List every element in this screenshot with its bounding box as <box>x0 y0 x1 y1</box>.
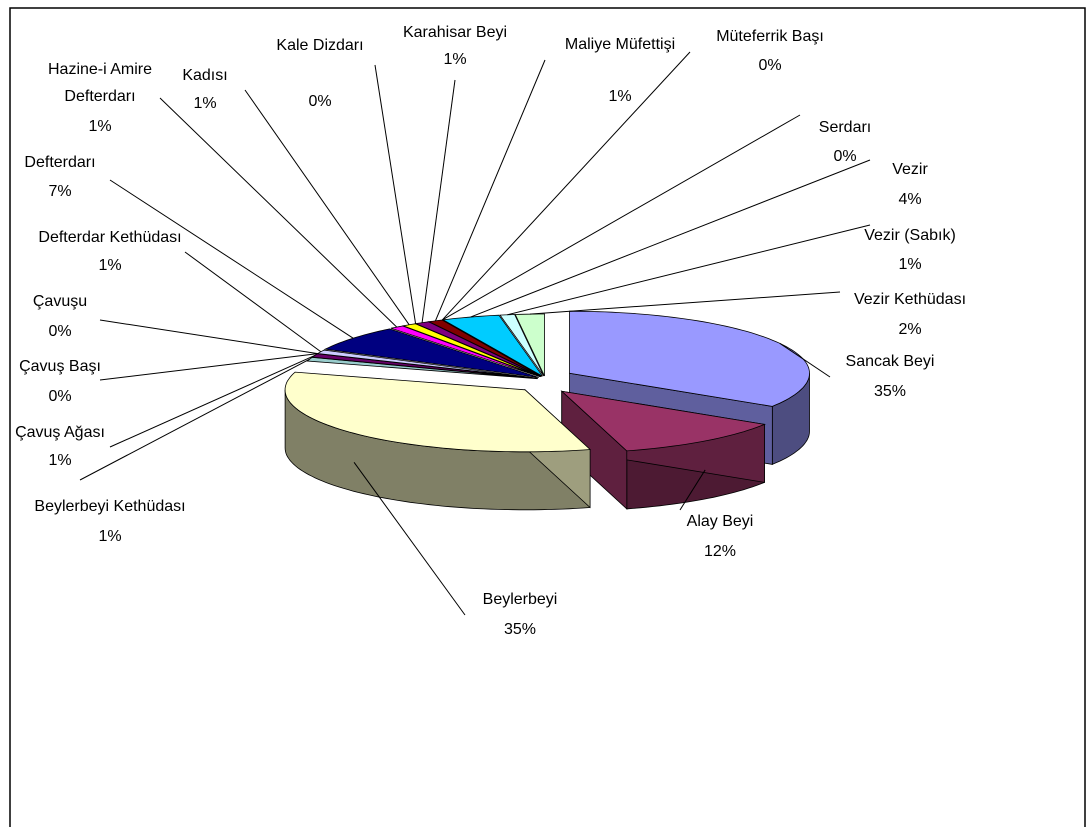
slice-label: Vezir Kethüdası <box>854 291 966 308</box>
slice-label: Hazine-i Amire Defterdarı <box>48 61 152 105</box>
slice-label: Beylerbeyi Kethüdası <box>34 498 185 515</box>
slice-label: Müteferrik Başı <box>716 28 824 45</box>
leader-line <box>109 179 354 339</box>
slice-value-label: 35% <box>504 621 536 638</box>
slice-label: Kale Dizdarı <box>276 37 363 54</box>
leader-line <box>507 224 871 316</box>
slice-value-label: 1% <box>98 528 121 545</box>
slice-value-label: 4% <box>898 191 921 208</box>
leader-line <box>184 251 322 353</box>
leader-line <box>99 353 318 381</box>
slice-value-label: 0% <box>758 57 781 74</box>
leader-line <box>109 354 316 448</box>
slice-value-label: 1% <box>898 256 921 273</box>
slice-value-label: 1% <box>88 118 111 135</box>
slice-label: Sancak Beyi <box>846 353 935 370</box>
leader-line <box>79 358 310 481</box>
slice-label: Çavuş Ağası <box>15 424 105 441</box>
leader-line <box>434 59 546 321</box>
slice-value-label: 0% <box>833 148 856 165</box>
slice-value-label: 1% <box>608 88 631 105</box>
slice-value-label: 35% <box>874 383 906 400</box>
leader-line <box>529 291 841 315</box>
slice <box>441 314 543 377</box>
slice-value-label: 0% <box>48 323 71 340</box>
slice <box>284 371 592 453</box>
slice-value-label: 1% <box>443 51 466 68</box>
leader-line <box>99 319 318 355</box>
slice-label: Çavuşu <box>33 293 87 310</box>
leader-line <box>421 79 456 323</box>
slice-label: Defterdarı <box>24 154 95 171</box>
slice-label: Çavuş Başı <box>19 358 101 375</box>
slice <box>499 314 545 377</box>
leader-line <box>374 64 417 324</box>
leader-line <box>159 97 398 328</box>
slice-value-label: 0% <box>48 388 71 405</box>
slice-value-label: 2% <box>898 321 921 338</box>
slice-label: Vezir <box>892 161 928 178</box>
slice-label: Kadısı <box>182 67 227 84</box>
leader-line <box>779 342 831 378</box>
slice-label: Serdarı <box>819 119 871 136</box>
slice-value-label: 1% <box>98 257 121 274</box>
leader-line <box>470 159 871 318</box>
slice-label: Maliye Müfettişi <box>565 36 675 53</box>
slice-value-label: 1% <box>193 95 216 112</box>
slice <box>323 328 539 378</box>
slice-value-label: 12% <box>704 543 736 560</box>
slice-value-label: 1% <box>48 452 71 469</box>
slice-label: Beylerbeyi <box>483 591 558 608</box>
slice-tops <box>284 310 810 453</box>
leader-line <box>244 89 410 326</box>
slice-value-label: 7% <box>48 183 71 200</box>
slice <box>569 310 810 407</box>
leader-line <box>353 462 466 616</box>
slice <box>560 390 766 452</box>
leader-line <box>679 469 706 511</box>
leader-line <box>442 114 801 321</box>
slice-label: Vezir (Sabık) <box>864 227 956 244</box>
slice-value-label: 0% <box>308 93 331 110</box>
slice-label: Defterdar Kethüdası <box>38 229 181 246</box>
slice-label: Karahisar Beyi <box>403 24 507 41</box>
slice-label: Alay Beyi <box>687 513 754 530</box>
leader-line <box>441 51 691 321</box>
